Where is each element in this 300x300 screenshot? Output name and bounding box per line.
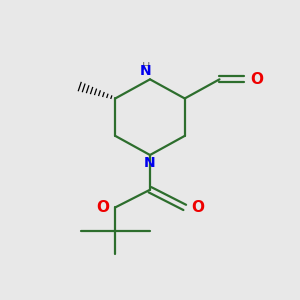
Text: N: N [140, 64, 152, 78]
Text: O: O [96, 200, 109, 215]
Text: N: N [144, 157, 156, 170]
Text: O: O [191, 200, 204, 215]
Text: H: H [141, 62, 150, 72]
Text: O: O [251, 72, 264, 87]
